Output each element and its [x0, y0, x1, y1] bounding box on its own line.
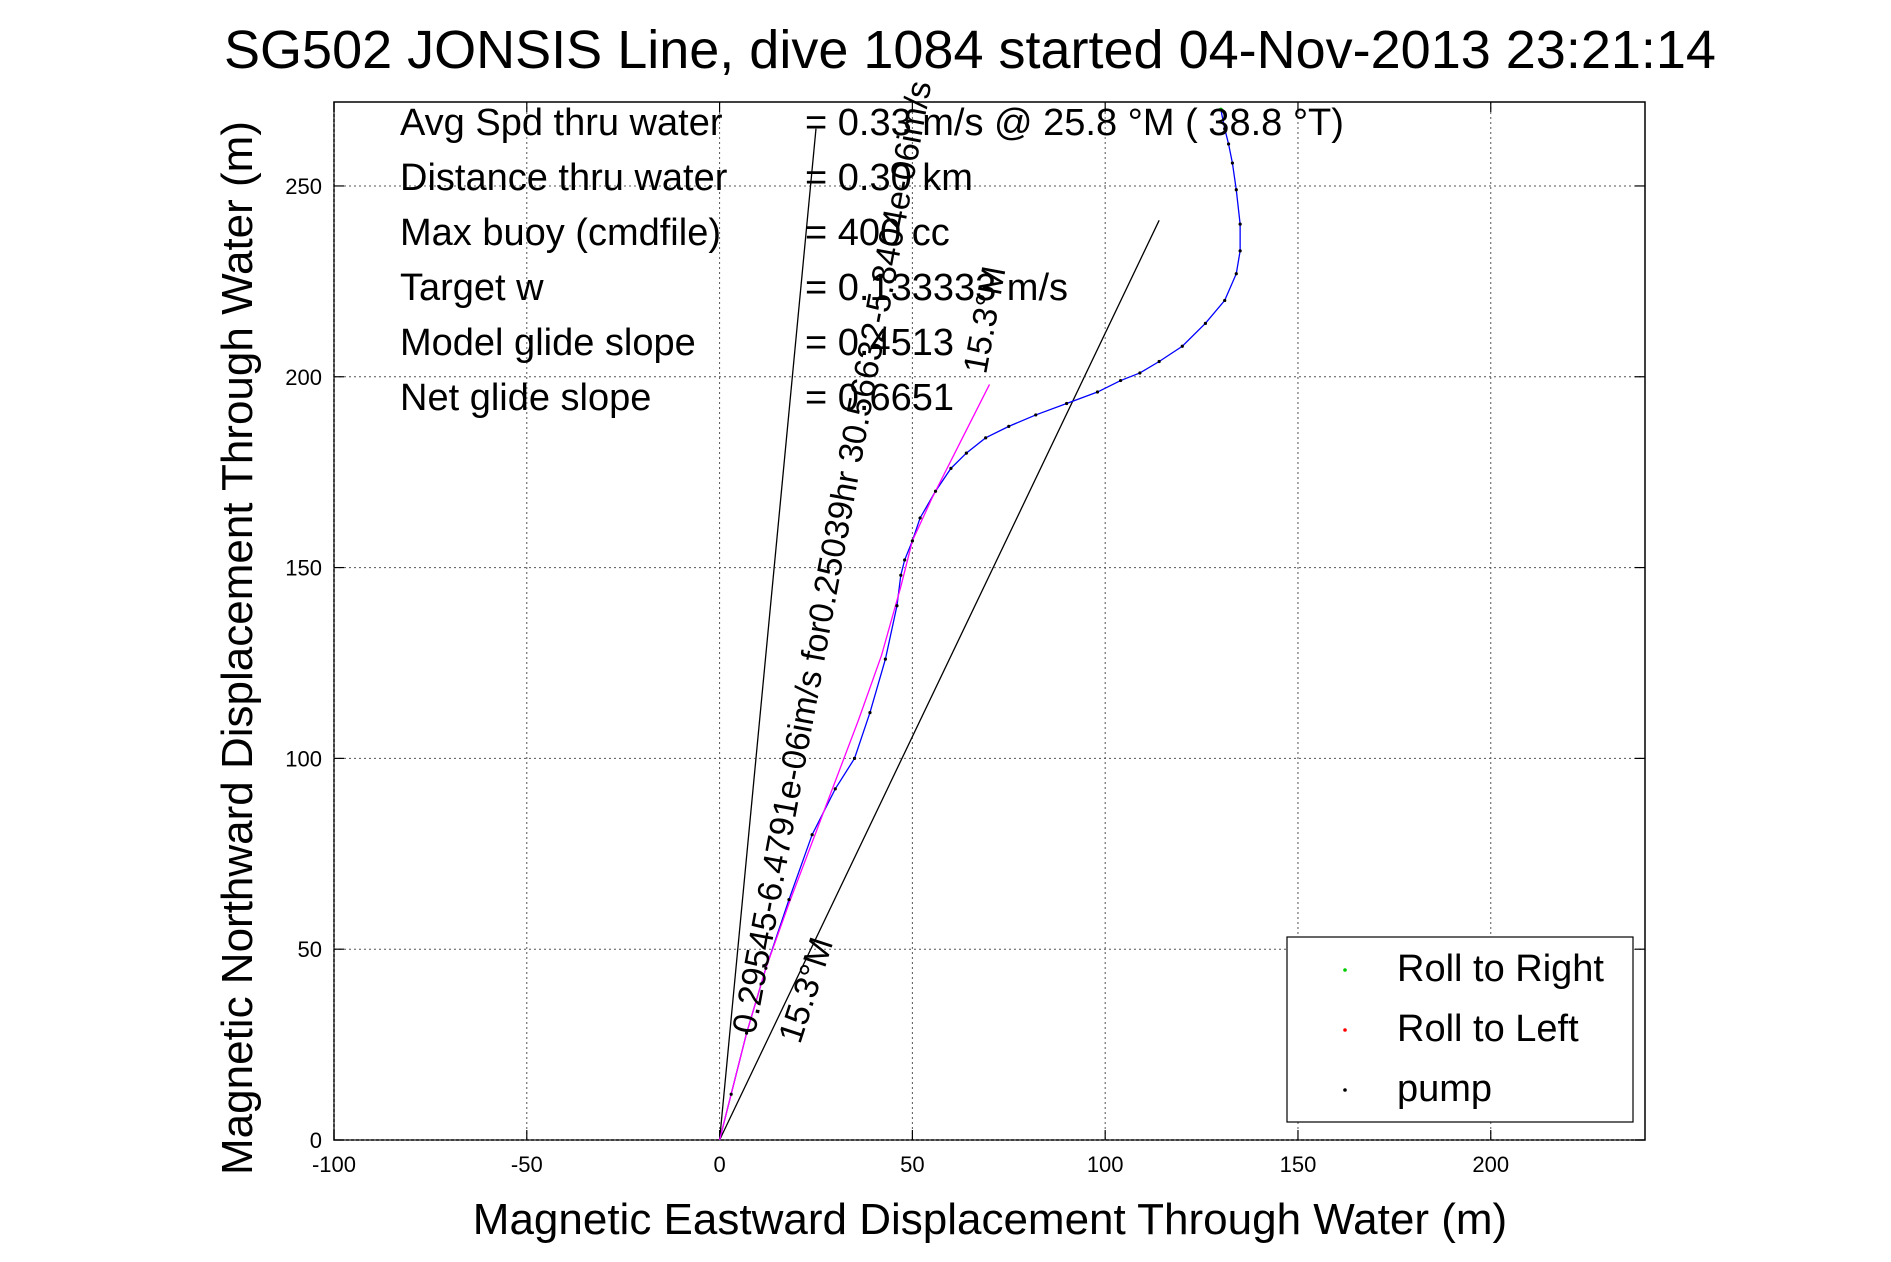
stat-value: = 0.4513 [805, 322, 954, 364]
stat-label: Target w [400, 267, 544, 309]
roll-right-marker [1218, 107, 1223, 112]
pump-marker [744, 1031, 749, 1035]
pump-marker [1034, 413, 1038, 417]
pump-marker [868, 710, 872, 715]
pump-marker [899, 573, 903, 577]
y-tick-label: 0 [310, 1128, 322, 1153]
x-tick-label: 0 [713, 1152, 725, 1177]
pump-marker [1230, 161, 1235, 165]
y-tick-label: 200 [285, 365, 322, 390]
legend-label-pump: pump [1397, 1068, 1492, 1110]
pump-marker [764, 966, 768, 970]
x-tick-label: 200 [1472, 1152, 1509, 1177]
pump-marker [984, 436, 988, 440]
legend-label-roll-right: Roll to Right [1397, 948, 1604, 990]
series-line-1 [718, 384, 991, 1141]
pump-marker [910, 539, 914, 543]
y-tick-label: 50 [298, 937, 322, 962]
x-tick-label: 50 [900, 1152, 924, 1177]
stat-value: = 0.133333 m/s [805, 267, 1068, 309]
y-axis-label: Magnetic Northward Displacement Through … [213, 121, 262, 1175]
stat-value: = 400 cc [805, 212, 950, 254]
stat-label: Distance thru water [400, 157, 728, 199]
pump-marker [933, 489, 938, 493]
x-tick-label: 100 [1087, 1152, 1124, 1177]
pump-marker [1238, 222, 1242, 226]
y-tick-label: 250 [285, 174, 322, 199]
stat-label: Max buoy (cmdfile) [400, 212, 721, 254]
pump-marker [1138, 371, 1142, 375]
reference-line-glide [718, 128, 817, 1141]
x-tick-label: 150 [1280, 1152, 1317, 1177]
stat-value: = 0.30 km [805, 157, 973, 199]
pump-marker [852, 756, 857, 760]
pump-marker [1223, 127, 1227, 131]
pump-marker [895, 604, 899, 608]
x-tick-label: -50 [511, 1152, 543, 1177]
pump-marker [729, 1092, 733, 1096]
pump-marker [1223, 298, 1227, 303]
pump-marker [1238, 249, 1242, 253]
legend-marker-roll-right [1343, 968, 1347, 972]
pump-marker [1119, 378, 1123, 383]
pump-marker [1157, 359, 1161, 364]
reference-lines [718, 128, 1160, 1141]
stat-value: = 0.33 m/s @ 25.8 °M ( 38.8 °T) [805, 102, 1344, 144]
series-group [718, 107, 1242, 1141]
pump-marker [1007, 424, 1011, 428]
pump-marker [1095, 390, 1100, 394]
y-axis-ticks: 0 50 100 150 200 250 [285, 174, 1645, 1153]
legend: Roll to Right Roll to Left pump [1286, 936, 1634, 1123]
pump-marker [964, 451, 968, 455]
pump-marker [1234, 188, 1238, 192]
reference-line-net [719, 220, 1160, 1141]
x-axis-label: Magnetic Eastward Displacement Through W… [473, 1195, 1507, 1244]
stat-label: Avg Spd thru water [400, 102, 723, 144]
pump-marker [1180, 344, 1184, 348]
pump-marker [918, 516, 922, 520]
pump-marker [903, 558, 907, 562]
stats-block: Avg Spd thru water = 0.33 m/s @ 25.8 °M (… [400, 102, 1344, 419]
pump-marker [1203, 321, 1208, 325]
pump-marker [1226, 142, 1231, 146]
x-axis-ticks: -100 -50 0 50 100 150 200 [312, 102, 1509, 1177]
legend-marker-pump [1343, 1088, 1347, 1092]
legend-marker-roll-left [1343, 1028, 1347, 1032]
stat-value: = 0.6651 [805, 377, 954, 419]
y-tick-label: 150 [285, 556, 322, 581]
pump-marker [1065, 401, 1069, 406]
pump-marker [1234, 272, 1238, 276]
legend-label-roll-left: Roll to Left [1397, 1008, 1579, 1050]
y-tick-label: 100 [285, 746, 322, 771]
stat-label: Model glide slope [400, 322, 696, 364]
pump-marker [787, 897, 791, 902]
stat-label: Net glide slope [400, 377, 651, 419]
x-tick-label: -100 [312, 1152, 356, 1177]
pump-marker [833, 787, 837, 791]
pump-marker [810, 833, 814, 837]
chart-title: SG502 JONSIS Line, dive 1084 started 04-… [224, 20, 1716, 80]
pump-marker [949, 466, 953, 470]
pump-marker [883, 657, 887, 661]
